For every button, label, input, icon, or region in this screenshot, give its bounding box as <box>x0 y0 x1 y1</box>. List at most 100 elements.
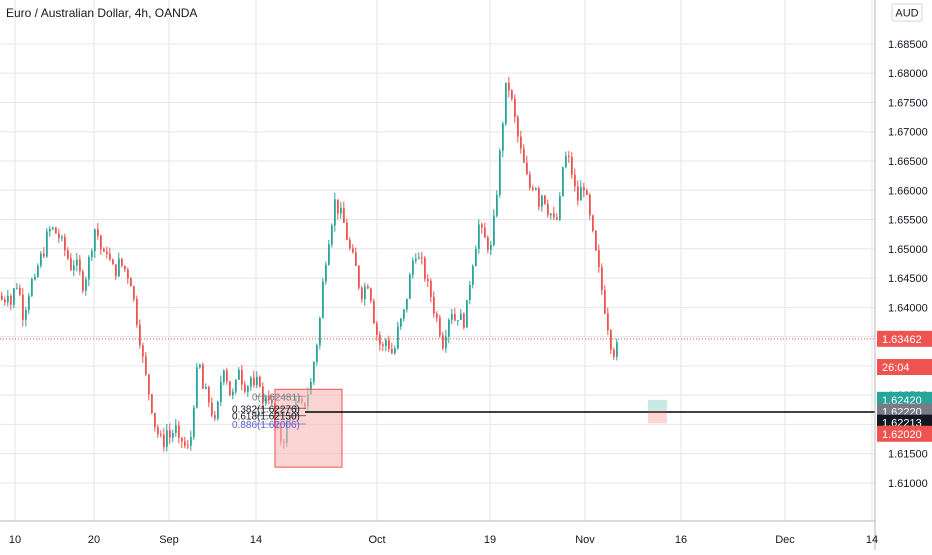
candle-body <box>193 407 195 437</box>
candle-body <box>400 318 402 327</box>
candle-body <box>355 252 357 266</box>
candle-body <box>175 425 177 433</box>
candle-body <box>64 237 66 251</box>
candle-body <box>589 194 591 216</box>
time-tick-label: Sep <box>159 534 179 546</box>
candle-body <box>466 300 468 328</box>
time-tick-label: Nov <box>575 534 595 546</box>
candle-body <box>91 250 93 258</box>
price-label-bg <box>877 425 932 442</box>
candle-body <box>448 319 450 337</box>
time-tick-label: Dec <box>775 534 795 546</box>
candle-body <box>256 376 258 386</box>
candle-body <box>43 253 45 257</box>
candle-body <box>367 286 369 289</box>
candle-body <box>397 326 399 349</box>
candle-body <box>214 415 216 419</box>
price-tick-label: 1.65000 <box>888 244 928 256</box>
time-axis[interactable]: 10 20 Sep 14 Oct 19 Nov 16 Dec 14 <box>0 520 878 546</box>
price-tick-label: 1.65500 <box>888 215 928 227</box>
candle-body <box>547 203 549 216</box>
candle-body <box>46 231 48 257</box>
candle-body <box>130 278 132 287</box>
candle-body <box>457 320 459 322</box>
time-tick-label: 19 <box>484 534 496 546</box>
currency-badge[interactable]: AUD <box>891 3 923 22</box>
candle-body <box>424 258 426 280</box>
candle-body <box>373 300 375 324</box>
candle-body <box>181 437 183 442</box>
candle-body <box>517 117 519 137</box>
candle-body <box>475 248 477 267</box>
candle-body <box>358 265 360 288</box>
candle-body <box>67 250 69 259</box>
price-label-bg <box>877 359 932 376</box>
candle-body <box>514 98 516 118</box>
candle-body <box>469 284 471 301</box>
candle-body <box>229 381 231 396</box>
candle-body <box>586 190 588 195</box>
candle-body <box>184 441 186 446</box>
candle-body <box>343 207 345 223</box>
candle-body <box>127 269 129 279</box>
candle-body <box>337 199 339 214</box>
candle-body <box>10 295 12 305</box>
grid-layer <box>0 0 875 521</box>
price-label: 1.62020 <box>882 429 922 441</box>
candle-body <box>568 156 570 158</box>
candle-body <box>160 434 162 436</box>
candle-body <box>403 309 405 319</box>
candle-body <box>217 402 219 419</box>
candle-body <box>61 237 63 239</box>
fib-zone-box <box>274 388 343 468</box>
candle-body <box>55 227 57 234</box>
candle-body <box>313 362 315 382</box>
candle-body <box>352 248 354 253</box>
candle-body <box>73 265 75 271</box>
candle-body <box>535 188 537 190</box>
candle-body <box>325 264 327 282</box>
candle-body <box>487 237 489 250</box>
candle-body <box>265 396 267 404</box>
price-label-bg <box>877 330 932 347</box>
price-axis[interactable]: 1.610001.615001.620001.625001.630001.635… <box>874 0 932 550</box>
candle-body <box>595 230 597 251</box>
candle-body <box>49 228 51 232</box>
candle-body <box>253 377 255 386</box>
candle-body <box>124 265 126 270</box>
candle-body <box>562 167 564 196</box>
candle-body <box>385 340 387 346</box>
candle-body <box>115 264 117 277</box>
fib-level-label: 0(1.62481) <box>252 392 300 403</box>
candle-body <box>196 367 198 408</box>
candle-body <box>616 342 618 357</box>
candle-body <box>241 369 243 385</box>
candle-body <box>235 379 237 392</box>
candle-body <box>178 425 180 438</box>
candle-body <box>382 344 384 346</box>
fib-level-label: 0.886(1.62006) <box>232 420 300 431</box>
candle-body <box>154 412 156 428</box>
candle-body <box>37 265 39 277</box>
candle-body <box>544 195 546 204</box>
candle-body <box>604 290 606 314</box>
candle-body <box>7 295 9 303</box>
candle-body <box>22 294 24 320</box>
candle-body <box>490 245 492 250</box>
candle-body <box>232 391 234 396</box>
candle-body <box>454 314 456 321</box>
candle-body <box>496 195 498 216</box>
candle-body <box>76 259 78 266</box>
candle-body <box>478 224 480 249</box>
candle-body <box>199 364 201 368</box>
candle-body <box>133 286 135 299</box>
candle-body <box>361 287 363 300</box>
candle-body <box>559 195 561 220</box>
candle-body <box>388 340 390 349</box>
candle-body <box>1 295 3 300</box>
candle-body <box>571 156 573 175</box>
candle-body <box>244 384 246 392</box>
candle-body <box>121 258 123 266</box>
